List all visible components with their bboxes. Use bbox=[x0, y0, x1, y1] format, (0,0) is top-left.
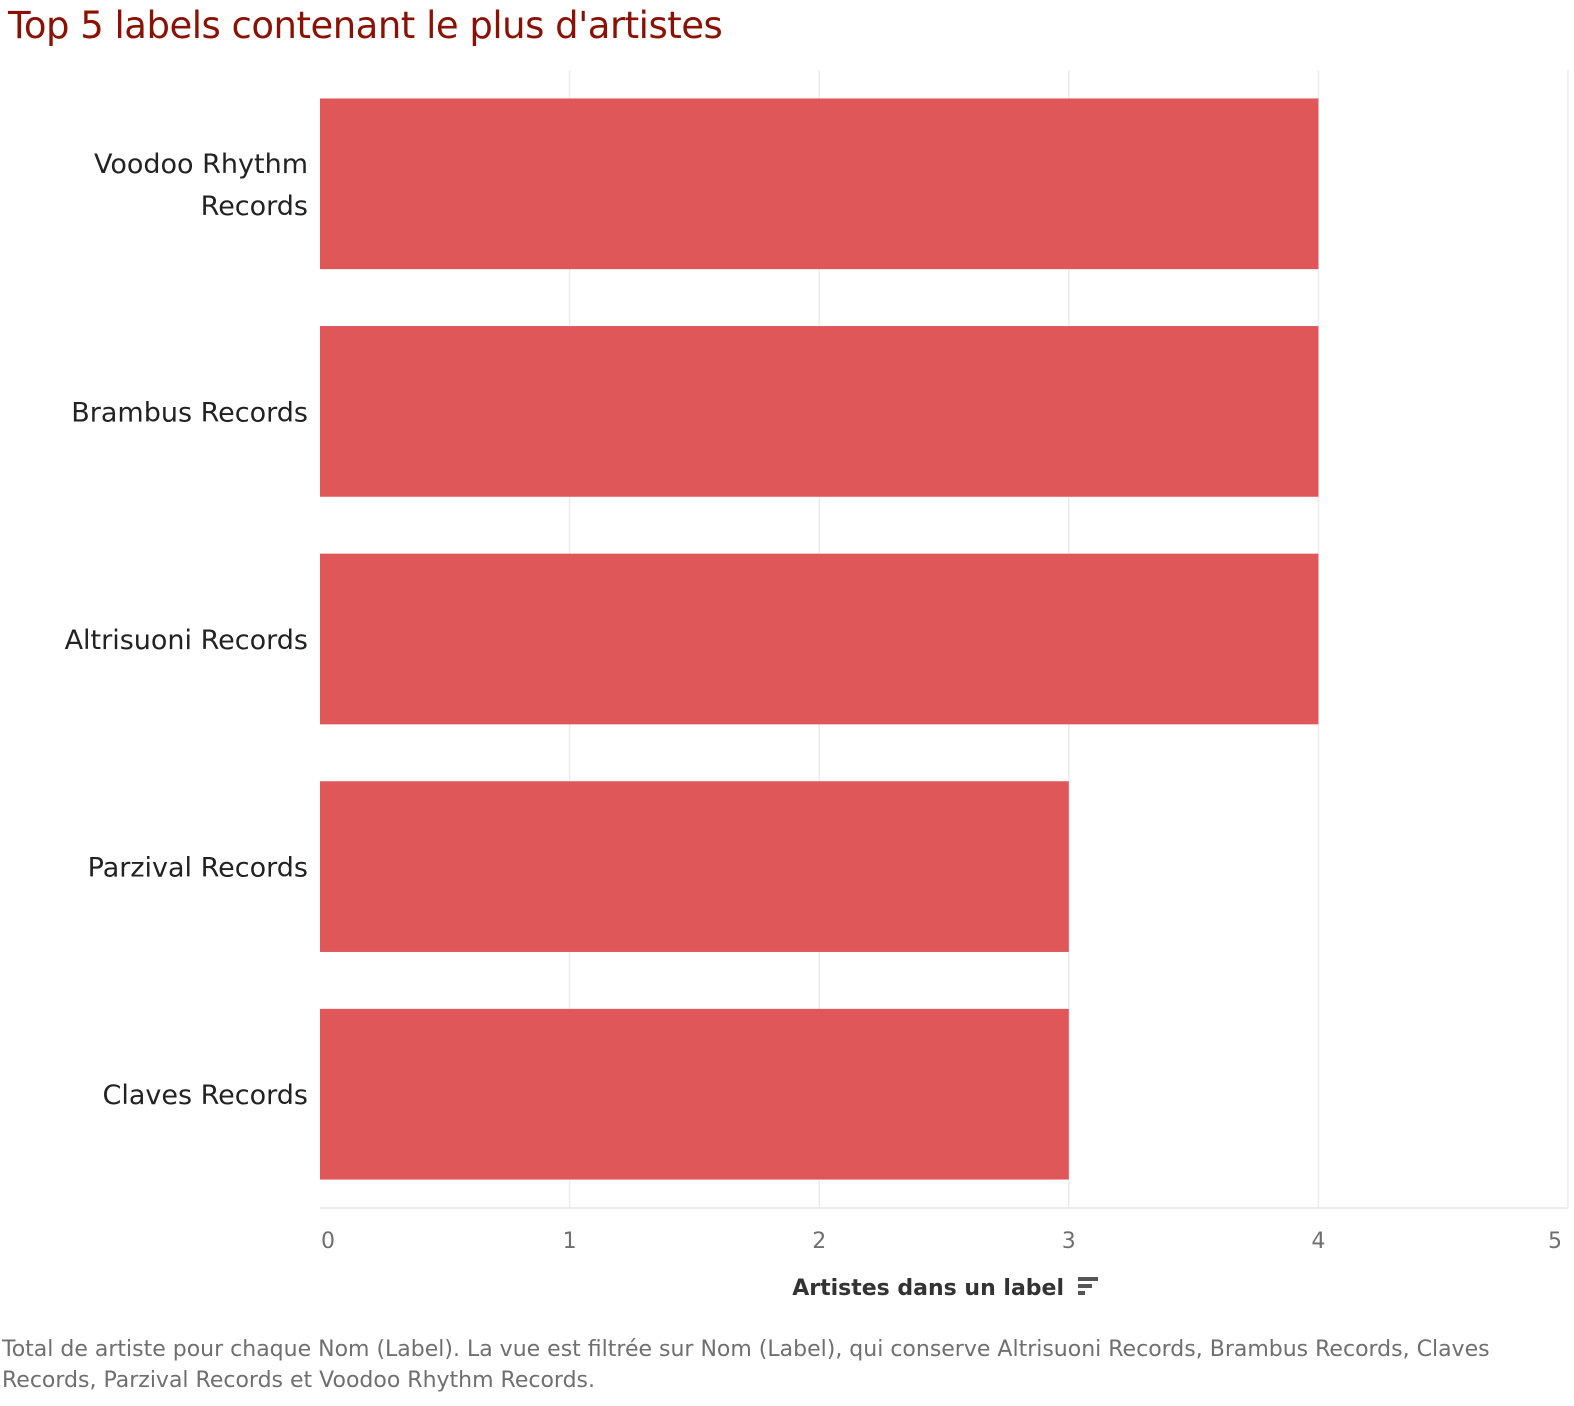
category-label-4: Claves Records bbox=[103, 1080, 309, 1111]
x-tick-label-0: 0 bbox=[321, 1229, 335, 1254]
category-label-2: Altrisuoni Records bbox=[65, 625, 308, 656]
bar-2[interactable] bbox=[320, 553, 1319, 725]
x-axis-title-group: Artistes dans un label bbox=[792, 1276, 1098, 1301]
bar-1[interactable] bbox=[320, 326, 1319, 497]
x-tick-label-1: 1 bbox=[563, 1229, 577, 1254]
bar-0[interactable] bbox=[320, 98, 1319, 270]
x-tick-label-4: 4 bbox=[1311, 1229, 1325, 1254]
bar-4[interactable] bbox=[320, 1008, 1069, 1180]
category-labels: Voodoo Rhythm Records Brambus Records Altri… bbox=[65, 149, 308, 1111]
x-tick-label-3: 3 bbox=[1062, 1229, 1076, 1254]
bars bbox=[320, 98, 1319, 1180]
bar-chart: Voodoo Rhythm Records Brambus Records Altri… bbox=[65, 70, 1569, 1301]
chart-title: Top 5 labels contenant le plus d'artiste… bbox=[8, 4, 723, 47]
sort-descending-icon[interactable] bbox=[1078, 1277, 1098, 1295]
x-tick-label-5: 5 bbox=[1548, 1229, 1562, 1254]
category-label-3: Parzival Records bbox=[88, 853, 308, 884]
category-label-0: Voodoo Rhythm Records bbox=[94, 149, 308, 222]
bar-3[interactable] bbox=[320, 781, 1069, 952]
x-tick-labels: 0 1 2 3 4 5 bbox=[321, 1229, 1562, 1254]
x-axis-title: Artistes dans un label bbox=[792, 1276, 1064, 1301]
x-tick-label-2: 2 bbox=[812, 1229, 826, 1254]
chart-caption: Total de artiste pour chaque Nom (Label)… bbox=[2, 1337, 1490, 1393]
category-label-1: Brambus Records bbox=[71, 397, 308, 428]
